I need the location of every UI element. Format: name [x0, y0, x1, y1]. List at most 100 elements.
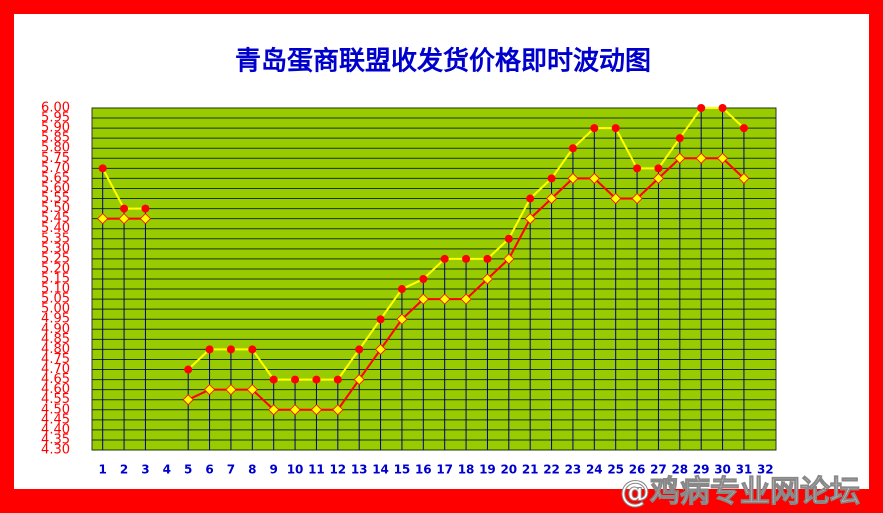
- point: [675, 134, 684, 143]
- point: [526, 194, 535, 203]
- point: [417, 293, 429, 305]
- x-tick-label: 2: [120, 463, 128, 477]
- point: [353, 374, 365, 386]
- point: [611, 124, 620, 133]
- y-tick-label: 4.60: [41, 382, 70, 397]
- point: [633, 164, 642, 173]
- y-tick-label: 5.30: [41, 241, 70, 256]
- point: [333, 375, 342, 384]
- x-tick-label: 7: [227, 463, 235, 477]
- point: [568, 144, 577, 153]
- point: [419, 275, 428, 283]
- x-tick-label: 24: [586, 463, 603, 477]
- watermark: @鸡病专业网论坛: [620, 475, 860, 510]
- y-tick-label: 4.40: [41, 422, 70, 437]
- y-tick-label: 4.80: [41, 342, 70, 357]
- point: [139, 213, 152, 225]
- y-tick-label: 4.65: [41, 372, 70, 387]
- x-tick-label: 31: [736, 463, 753, 477]
- y-tick-label: 5.60: [41, 181, 70, 196]
- y-tick-label: 5.70: [41, 161, 70, 176]
- y-tick-label: 5.50: [41, 201, 70, 216]
- point: [547, 174, 556, 183]
- y-tick-label: 4.55: [41, 392, 70, 407]
- x-tick-label: 20: [500, 463, 517, 477]
- point: [141, 204, 150, 213]
- point: [205, 345, 214, 354]
- x-tick-label: 12: [329, 463, 346, 477]
- x-tick-label: 23: [565, 463, 582, 477]
- point: [504, 234, 513, 243]
- point: [289, 404, 301, 416]
- point: [225, 384, 237, 396]
- point: [97, 213, 109, 225]
- x-tick-label: 8: [248, 463, 256, 477]
- y-tick-label: 5.40: [41, 221, 70, 236]
- x-tick-label: 18: [458, 463, 475, 477]
- y-tick-label: 5.15: [41, 272, 70, 287]
- y-tick-label: 5.25: [41, 251, 70, 266]
- point: [481, 273, 494, 285]
- point: [652, 172, 665, 184]
- y-tick-label: 5.80: [41, 141, 70, 156]
- point: [567, 172, 579, 184]
- point: [524, 213, 536, 225]
- y-tick-label: 4.45: [41, 412, 70, 427]
- y-tick-label: 5.00: [41, 302, 70, 317]
- y-tick-label: 6.00: [41, 101, 70, 116]
- x-tick-label: 6: [205, 463, 213, 477]
- x-tick-label: 15: [394, 463, 411, 477]
- x-tick-label: 26: [629, 463, 646, 477]
- point: [396, 313, 408, 325]
- point: [590, 124, 599, 133]
- point: [654, 164, 663, 173]
- point: [268, 404, 280, 416]
- point: [631, 192, 643, 205]
- point: [718, 104, 727, 112]
- y-tick-label: 4.95: [41, 312, 70, 327]
- point: [291, 375, 300, 384]
- point: [120, 204, 129, 213]
- chart-title: 青岛蛋商联盟收发货价格即时波动图: [235, 46, 651, 77]
- y-tick-label: 4.85: [41, 332, 70, 347]
- x-tick-label: 5: [184, 463, 192, 477]
- point: [460, 293, 472, 305]
- point: [545, 192, 558, 205]
- x-tick-label: 11: [308, 463, 325, 477]
- y-tick-label: 4.30: [41, 443, 70, 458]
- y-tick-label: 4.50: [41, 402, 70, 417]
- point: [397, 285, 406, 294]
- point: [440, 254, 449, 263]
- y-tick-label: 5.95: [41, 111, 70, 126]
- y-tick-label: 5.05: [41, 292, 70, 307]
- point: [312, 375, 321, 384]
- point: [738, 172, 750, 184]
- y-tick-label: 5.55: [41, 191, 70, 206]
- x-tick-label: 13: [351, 463, 368, 477]
- point: [610, 192, 622, 205]
- point: [716, 152, 729, 164]
- x-tick-label: 32: [757, 463, 774, 477]
- point: [503, 253, 515, 265]
- x-tick-label: 29: [693, 463, 710, 477]
- point: [184, 365, 193, 374]
- point: [355, 345, 364, 354]
- x-tick-label: 1: [99, 463, 107, 477]
- x-tick-label: 9: [270, 463, 278, 477]
- x-tick-label: 25: [607, 463, 624, 477]
- y-tick-label: 5.90: [41, 121, 70, 136]
- y-tick-label: 4.70: [41, 362, 70, 377]
- y-tick-label: 5.20: [41, 261, 70, 276]
- y-tick-label: 4.90: [41, 322, 70, 337]
- point: [697, 104, 706, 112]
- point: [226, 345, 235, 354]
- x-tick-label: 21: [522, 463, 539, 477]
- point: [439, 293, 451, 305]
- y-tick-label: 5.85: [41, 131, 70, 146]
- point: [332, 404, 344, 416]
- x-tick-label: 28: [671, 463, 688, 477]
- y-tick-label: 4.35: [41, 432, 70, 447]
- point: [269, 375, 278, 384]
- y-tick-label: 5.45: [41, 211, 70, 226]
